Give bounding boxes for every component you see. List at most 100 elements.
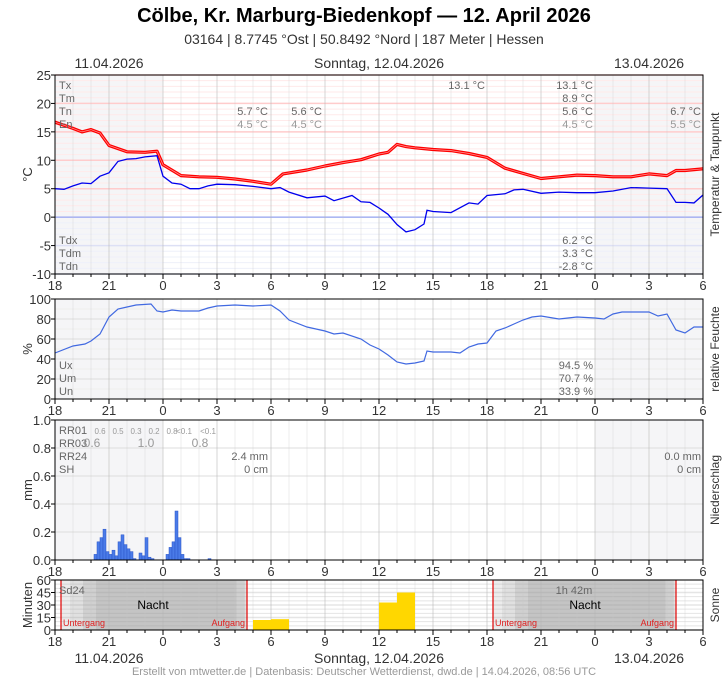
station-info: 03164 | 8.7745 °Ost | 50.8492 °Nord | 18…	[184, 31, 544, 47]
precipitation-x-tick-label: 0	[591, 564, 598, 579]
precipitation-x-tick-label: 21	[534, 564, 548, 579]
tn-value: 6.7 °C	[670, 106, 701, 118]
precipitation-bar	[114, 555, 119, 561]
precipitation-x-tick-label: 12	[372, 564, 386, 579]
humidity-legend-ux: Ux	[59, 360, 73, 372]
precipitation-bar	[117, 541, 122, 561]
dewpoint-legend-tdm: Tdm	[59, 248, 81, 260]
humidity-x-tick-label: 3	[645, 403, 652, 418]
temperature-y-tick-label: 20	[37, 96, 51, 111]
temp-legend-en: En	[59, 119, 72, 131]
ux-value: 94.5 %	[559, 360, 593, 372]
precipitation-y-tick-label: 1.0	[33, 413, 51, 428]
precipitation-bar	[177, 537, 182, 561]
precipitation-bar	[96, 541, 101, 561]
sunshine-x-tick-label: 3	[645, 634, 652, 649]
sunshine-x-tick-label: 0	[591, 634, 598, 649]
precipitation-bar	[105, 551, 110, 561]
precipitation-x-tick-label: 3	[645, 564, 652, 579]
date-label-left-top: 11.04.2026	[74, 55, 143, 71]
temperature-x-tick-label: 18	[480, 278, 494, 293]
precipitation-y-tick-label: 0.8	[33, 441, 51, 456]
temperature-x-tick-label: 0	[159, 278, 166, 293]
precipitation-x-tick-label: 3	[213, 564, 220, 579]
precipitation-x-tick-label: 15	[426, 564, 440, 579]
sunshine-y-tick-label: 45	[37, 586, 51, 601]
temperature-y-tick-label: 0	[44, 210, 51, 225]
date-label-left-bottom: 11.04.2026	[74, 650, 143, 666]
temperature-x-tick-label: 6	[267, 278, 274, 293]
temperature-frame	[54, 74, 704, 275]
precipitation-bar	[111, 549, 116, 561]
um-value: 70.7 %	[559, 373, 593, 385]
rr24-value: 2.4 mm	[231, 451, 268, 463]
sunshine-x-tick-label: 0	[159, 634, 166, 649]
humidity-line	[54, 303, 703, 365]
humidity-y-tick-label: 40	[37, 352, 51, 367]
precip-legend-rr24: RR24	[59, 451, 87, 463]
precipitation-x-tick-label: 18	[48, 564, 62, 579]
precipitation-x-tick-label: 9	[321, 564, 328, 579]
sunshine-bar	[271, 619, 289, 630]
precipitation-bar	[120, 534, 125, 561]
page-title: Cölbe, Kr. Marburg-Biedenkopf — 12. Apri…	[137, 5, 591, 27]
humidity-x-tick-label: 0	[159, 403, 166, 418]
temperature-x-tick-label: 0	[591, 278, 598, 293]
precipitation-x-tick-label: 6	[267, 564, 274, 579]
precipitation-bar	[99, 537, 104, 561]
footer-credits: Erstellt von mtwetter.de | Datenbasis: D…	[131, 666, 597, 678]
temperature-x-tick-label: 21	[102, 278, 116, 293]
rr01-value: 0.8	[166, 427, 178, 436]
sunshine-x-tick-label: 18	[480, 634, 494, 649]
sunshine-x-tick-label: 15	[426, 634, 440, 649]
precipitation-y-tick-label: 0.2	[33, 525, 51, 540]
temperature-side-label: Temperatur & Taupunkt	[708, 112, 722, 237]
sunshine-x-tick-label: 9	[321, 634, 328, 649]
sunshine-y-tick-label: 30	[37, 598, 51, 613]
sunrise-label: Aufgang	[640, 618, 674, 628]
precipitation-bar	[171, 541, 176, 561]
rr01-value: 0.6	[94, 427, 106, 436]
sunshine-side-label: Sonne	[708, 587, 722, 622]
temperature-y-tick-label: 15	[37, 125, 51, 140]
sunshine-bar	[397, 592, 415, 630]
precipitation-bar	[93, 554, 98, 561]
humidity-x-tick-label: 15	[426, 403, 440, 418]
temperature-x-tick-label: 9	[321, 278, 328, 293]
precipitation-bar	[123, 544, 128, 561]
rr03-value: 0.8	[192, 436, 209, 450]
precipitation-y-tick-label: 0.6	[33, 469, 51, 484]
humidity-y-tick-label: 20	[37, 372, 51, 387]
humidity-x-tick-label: 0	[591, 403, 598, 418]
precip-legend-sh: SH	[59, 464, 74, 476]
night-band	[96, 580, 237, 630]
temperature-y-tick-label: 5	[44, 182, 51, 197]
precipitation-frame	[54, 419, 704, 561]
temp-legend-tm: Tm	[59, 93, 75, 105]
temperature-x-tick-label: 18	[48, 278, 62, 293]
precipitation-bar	[129, 551, 134, 561]
humidity-x-tick-label: 3	[213, 403, 220, 418]
humidity-x-tick-label: 21	[102, 403, 116, 418]
date-label-center-bottom: Sonntag, 12.04.2026	[314, 650, 444, 666]
sunshine-bar	[253, 620, 271, 630]
temperature-y-tick-label: -5	[39, 239, 51, 254]
precipitation-y-tick-label: 0.4	[33, 497, 51, 512]
en-value: 4.5 °C	[562, 119, 593, 131]
sunshine-bar	[379, 602, 397, 630]
precipitation-x-tick-label: 0	[159, 564, 166, 579]
precipitation-bar	[168, 547, 173, 561]
tx-value: 13.1 °C	[556, 80, 593, 92]
en-value: 4.5 °C	[291, 119, 322, 131]
temperature-x-tick-label: 3	[213, 278, 220, 293]
precipitation-side-label: Niederschlag	[708, 455, 722, 525]
sunshine-x-tick-label: 6	[267, 634, 274, 649]
humidity-y-tick-label: 0	[44, 392, 51, 407]
humidity-x-tick-label: 9	[321, 403, 328, 418]
humidity-x-tick-label: 18	[48, 403, 62, 418]
sunset-label: Untergang	[495, 618, 537, 628]
tn-value: 5.6 °C	[562, 106, 593, 118]
night-band	[528, 580, 666, 630]
temp-legend-tx: Tx	[59, 80, 72, 92]
